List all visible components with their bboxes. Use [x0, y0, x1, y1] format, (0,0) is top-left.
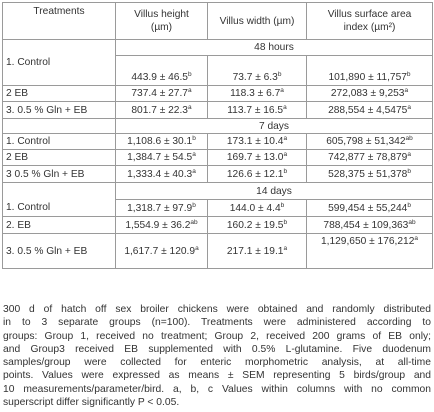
treatment-cell: 2 EB [2, 85, 116, 102]
footnote-line: points. Values were expressed as means ±… [3, 370, 431, 382]
villus-width-cell: 217.1 ± 19.1a [207, 233, 307, 269]
villus-surface-cell: 528,375 ± 51,378b [306, 165, 433, 183]
villus-morphometry-table: Treatments Villus height (µm) Villus widt… [2, 2, 433, 269]
villus-width-cell: 73.7 ± 6.3b [207, 55, 307, 86]
footnote-line: in to 3 separate groups (n=100). Treatme… [3, 317, 431, 329]
header-villus-height: Villus height (µm) [115, 2, 208, 40]
treatment-cell: 3. 0.5 % Gln + EB [2, 101, 116, 119]
header-treatments: Treatments [2, 2, 116, 40]
period-row: 48 hours [2, 39, 433, 56]
table-row: 2 EB 1,384.7 ± 54.5a 169.7 ± 13.0a 742,8… [2, 149, 433, 166]
treatment-cell: 1. Control [2, 55, 116, 86]
table-row: 1. Control 1,108.6 ± 30.1b 173.1 ± 10.4a… [2, 133, 433, 150]
villus-height-cell: 1,617.7 ± 120.9a [115, 233, 208, 269]
villus-height-cell: 1,108.6 ± 30.1b [115, 133, 208, 150]
villus-surface-cell: 288,554 ± 4,5475a [306, 101, 433, 119]
period-row: 14 days [2, 182, 433, 200]
period-label: 48 hours [115, 39, 433, 56]
treatment-cell: 3 0.5 % Gln + EB [2, 165, 116, 183]
villus-height-cell: 801.7 ± 22.3a [115, 101, 208, 119]
header-villus-surface: Villus surface area index (µm²) [306, 2, 433, 40]
villus-surface-cell: 742,877 ± 78,879a [306, 149, 433, 166]
treatment-cell: 1. Control [2, 199, 116, 217]
villus-height-cell: 1,333.4 ± 40.3a [115, 165, 208, 183]
table-row: 1. Control 443.9 ± 46.5b 73.7 ± 6.3b 101… [2, 55, 433, 86]
footnote-line: superscript differ significantly P < 0.0… [3, 397, 180, 409]
villus-height-cell: 737.4 ± 27.7a [115, 85, 208, 102]
villus-width-cell: 113.7 ± 16.5a [207, 101, 307, 119]
treatment-cell: 1. Control [2, 133, 116, 150]
villus-height-cell: 443.9 ± 46.5b [115, 55, 208, 86]
villus-width-cell: 144.0 ± 4.4b [207, 199, 307, 217]
treatment-cell: 2. EB [2, 216, 116, 234]
table-row: 2. EB 1,554.9 ± 36.2ab 160.2 ± 19.5b 788… [2, 216, 433, 234]
table-row: 3 0.5 % Gln + EB 1,333.4 ± 40.3a 126.6 ±… [2, 165, 433, 183]
villus-surface-cell: 788,454 ± 109,363ab [306, 216, 433, 234]
villus-height-cell: 1,384.7 ± 54.5a [115, 149, 208, 166]
table-row: 1. Control 1,318.7 ± 97.9b 144.0 ± 4.4b … [2, 199, 433, 217]
period-label: 7 days [115, 118, 433, 134]
villus-width-cell: 173.1 ± 10.4a [207, 133, 307, 150]
footnote-line: 10 measurements/parameter/bird. a, b, c … [3, 383, 431, 395]
footnote-line: and Group3 received EB supplemented with… [3, 343, 431, 355]
villus-surface-cell: 101,890 ± 11,757b [306, 55, 433, 86]
treatment-cell: 3. 0.5 % Gln + EB [2, 233, 116, 269]
table-row: 3. 0.5 % Gln + EB 801.7 ± 22.3a 113.7 ± … [2, 101, 433, 119]
villus-height-cell: 1,318.7 ± 97.9b [115, 199, 208, 217]
villus-height-cell: 1,554.9 ± 36.2ab [115, 216, 208, 234]
villus-width-cell: 160.2 ± 19.5b [207, 216, 307, 234]
treatment-cell: 2 EB [2, 149, 116, 166]
header-villus-width: Villus width (µm) [207, 2, 307, 40]
period-row: 7 days [2, 118, 433, 134]
villus-surface-cell: 599,454 ± 55,244b [306, 199, 433, 217]
villus-surface-cell: 272,083 ± 9,253a [306, 85, 433, 102]
table-footnote: 300 d of hatch off sex broiler chickens … [3, 303, 431, 409]
footnote-line: groups: Group 1, received no treatment; … [3, 330, 431, 342]
footnote-line: 300 d of hatch off sex broiler chickens … [3, 304, 431, 315]
villus-surface-cell: 1,129,650 ± 176,212a [306, 233, 433, 269]
footnote-line: samples/group were collected for enteric… [3, 357, 431, 369]
villus-width-cell: 169.7 ± 13.0a [207, 149, 307, 166]
villus-surface-cell: 605,798 ± 51,342ab [306, 133, 433, 150]
table-row: 2 EB 737.4 ± 27.7a 118.3 ± 6.7a 272,083 … [2, 85, 433, 102]
table-row: 3. 0.5 % Gln + EB 1,617.7 ± 120.9a 217.1… [2, 233, 433, 269]
villus-width-cell: 118.3 ± 6.7a [207, 85, 307, 102]
table-header-row: Treatments Villus height (µm) Villus widt… [2, 2, 433, 40]
villus-width-cell: 126.6 ± 12.1b [207, 165, 307, 183]
period-label: 14 days [115, 182, 433, 200]
